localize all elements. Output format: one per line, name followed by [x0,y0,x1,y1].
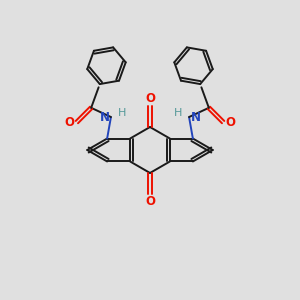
Text: H: H [117,109,126,118]
Text: N: N [190,110,200,124]
Text: O: O [145,195,155,208]
Text: N: N [100,110,110,124]
Text: O: O [64,116,74,129]
Text: O: O [226,116,236,129]
Text: O: O [145,92,155,105]
Text: H: H [174,109,183,118]
